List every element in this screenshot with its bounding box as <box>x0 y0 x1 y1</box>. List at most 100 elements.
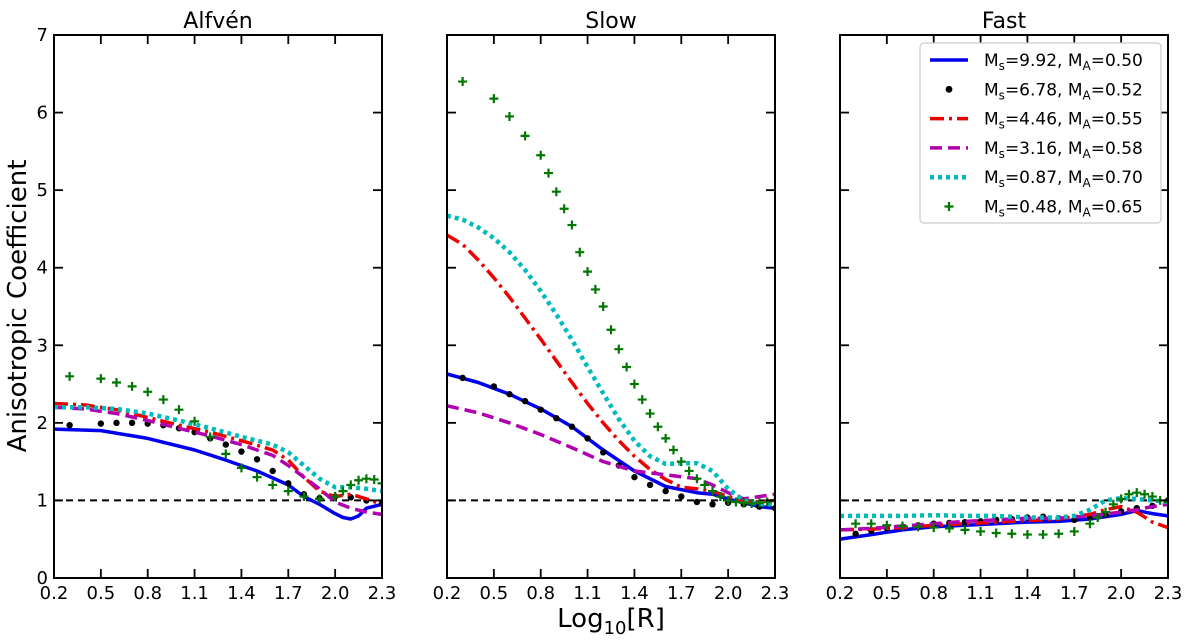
data-point <box>113 419 120 427</box>
x-tick-label: 1.7 <box>274 583 303 604</box>
data-point <box>1007 529 1017 539</box>
data-point <box>127 381 137 391</box>
data-point <box>128 419 136 427</box>
series-2-line <box>54 401 382 506</box>
data-point <box>377 478 382 488</box>
series-5-markers <box>851 488 1168 540</box>
legend-box <box>919 42 1162 224</box>
series-4-line <box>447 213 775 507</box>
data-point <box>661 433 671 443</box>
data-point <box>490 383 498 390</box>
legend-entry: Ms=3.16, MA=0.58 <box>930 139 1143 161</box>
data-point <box>754 498 764 508</box>
x-tick-label: 0.8 <box>919 583 948 604</box>
legend-label: Ms=4.46, MA=0.55 <box>984 110 1143 132</box>
data-point <box>645 409 655 419</box>
legend-entry: Ms=9.92, MA=0.50 <box>930 51 1143 73</box>
y-tick-label: 2 <box>37 413 48 434</box>
data-point <box>205 432 215 442</box>
series-0-line <box>54 427 382 521</box>
y-axis-label: Anisotropic Coefficient <box>3 160 33 453</box>
x-tick-label: 0.8 <box>526 583 555 604</box>
data-point <box>1108 499 1118 509</box>
data-point <box>369 474 379 484</box>
data-point <box>253 456 261 463</box>
data-point <box>676 457 686 467</box>
x-tick-label: 1.4 <box>227 583 256 604</box>
legend: Ms=9.92, MA=0.50 Ms=6.78, MA=0.52 Ms=4.46,… <box>919 42 1162 224</box>
data-point <box>1124 489 1134 499</box>
data-point <box>708 486 718 496</box>
legend-marker <box>945 85 953 93</box>
axes-frame <box>53 34 383 579</box>
data-point <box>866 519 876 529</box>
data-point <box>1069 526 1079 536</box>
series-group <box>54 371 382 521</box>
data-point <box>692 474 702 484</box>
axes-frame <box>446 34 776 579</box>
data-point <box>662 487 669 495</box>
y-tick-label: 1 <box>37 490 48 511</box>
data-point <box>622 362 632 372</box>
y-tick-label: 7 <box>37 25 48 46</box>
data-point <box>553 415 560 422</box>
data-point <box>851 519 861 529</box>
axes-frame <box>839 34 1169 579</box>
series-5-markers <box>65 371 382 504</box>
data-point <box>97 420 105 427</box>
x-axis-label: Log10[R] <box>557 604 665 639</box>
data-point <box>762 497 772 507</box>
series-3-line <box>54 405 382 517</box>
data-point <box>929 523 939 533</box>
x-tick-label: 0.8 <box>133 583 162 604</box>
data-point <box>1038 530 1048 540</box>
data-point <box>1116 494 1126 504</box>
data-point <box>1085 519 1095 529</box>
legend-entry: Ms=0.87, MA=0.70 <box>930 168 1143 190</box>
legend-label: Ms=0.48, MA=0.65 <box>984 198 1143 220</box>
data-point <box>65 371 75 381</box>
x-tick-label: 1.7 <box>1060 583 1089 604</box>
data-point <box>646 481 654 489</box>
legend-label: Ms=9.92, MA=0.50 <box>984 51 1143 73</box>
legend-entry: Ms=6.78, MA=0.52 <box>945 80 1143 102</box>
x-tick-label: 0.5 <box>87 583 116 604</box>
series-3-line <box>447 404 775 501</box>
data-point <box>190 416 200 426</box>
data-point <box>330 492 340 502</box>
data-point <box>723 495 733 505</box>
data-point <box>96 374 106 384</box>
legend-entry: Ms=0.48, MA=0.65 <box>944 198 1143 220</box>
data-point <box>238 448 245 455</box>
panel-title: Slow <box>585 9 637 34</box>
data-point <box>568 423 576 430</box>
series-group <box>447 77 775 512</box>
data-point <box>584 435 591 442</box>
y-tick-label: 0 <box>37 568 48 589</box>
data-point <box>221 449 231 459</box>
data-point <box>222 441 230 448</box>
data-point <box>174 405 184 415</box>
legend-label: Ms=3.16, MA=0.58 <box>984 139 1143 161</box>
data-point <box>1054 529 1064 539</box>
data-point <box>599 449 607 456</box>
data-point <box>590 284 600 294</box>
data-point <box>354 475 364 485</box>
data-point <box>521 397 529 405</box>
data-point <box>700 480 710 490</box>
x-tick-label: 1.4 <box>620 583 649 604</box>
legend-marker <box>944 202 954 211</box>
data-point <box>536 150 546 160</box>
data-point <box>299 492 309 502</box>
x-tick-label: 1.1 <box>573 583 602 604</box>
data-point <box>520 131 530 141</box>
data-point <box>631 473 638 481</box>
data-point <box>559 204 569 214</box>
x-tick-label: 1.1 <box>966 583 995 604</box>
y-tick-label: 4 <box>37 258 48 279</box>
data-point <box>567 220 577 230</box>
x-tick-label: 2.3 <box>761 583 790 604</box>
data-point <box>506 390 513 398</box>
data-point <box>66 421 73 429</box>
